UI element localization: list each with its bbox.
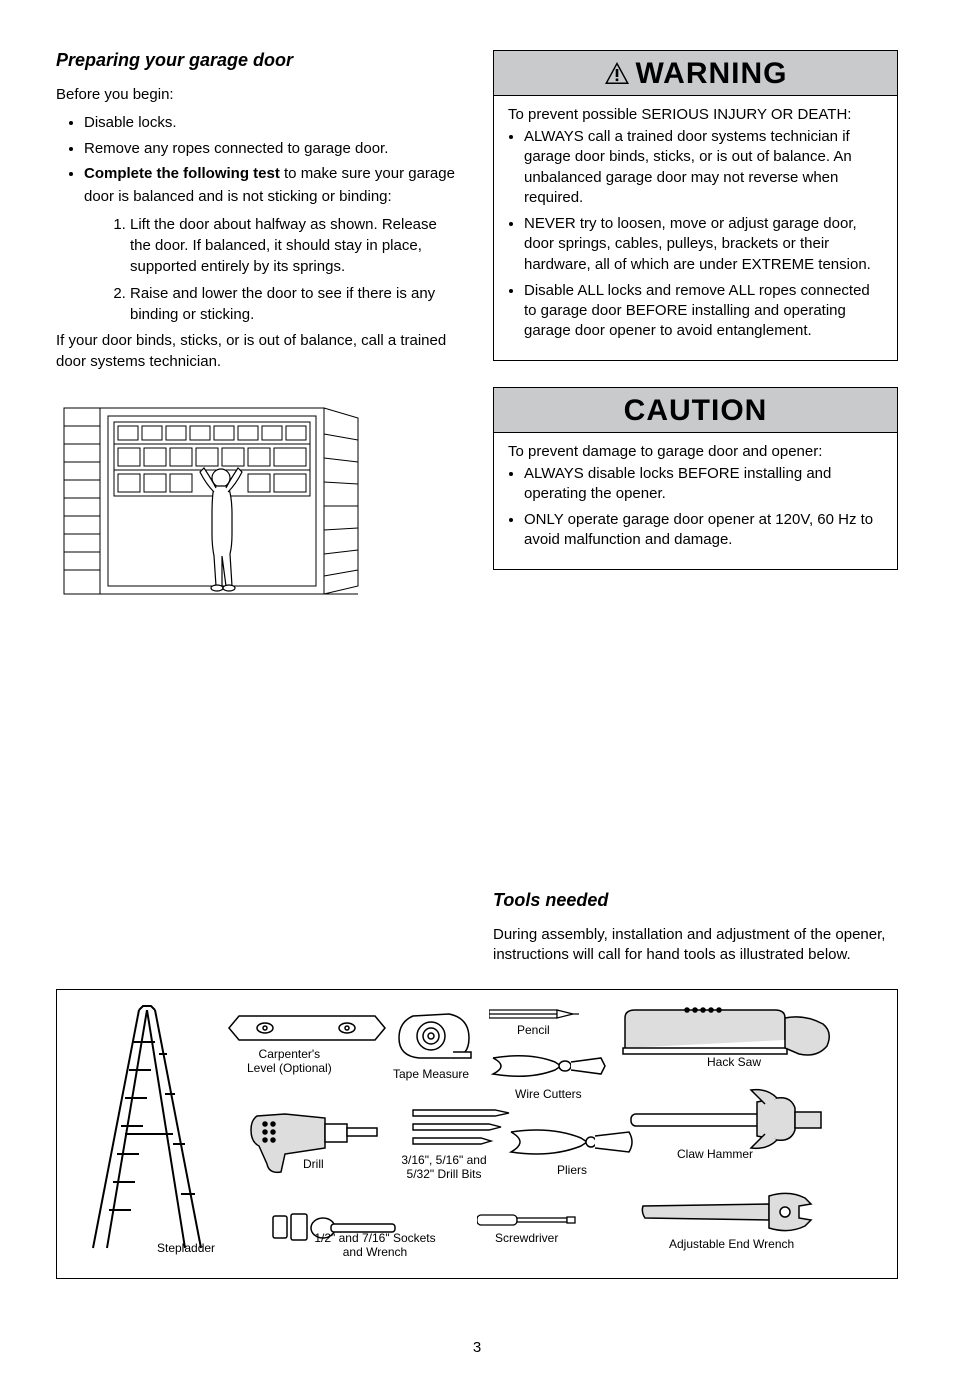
warning-item-1: ALWAYS call a trained door systems techn… — [524, 127, 883, 208]
drill-label: Drill — [303, 1158, 324, 1172]
warning-lead: To prevent possible SERIOUS INJURY OR DE… — [508, 106, 883, 123]
tools-heading: Tools needed — [493, 890, 898, 911]
tape-label: Tape Measure — [393, 1068, 469, 1082]
tools-intro-text: During assembly, installation and adjust… — [493, 925, 898, 966]
drill-bits-icon — [409, 1100, 519, 1150]
prep-bullets: Disable locks. Remove any ropes connecte… — [56, 111, 461, 325]
caution-item-1: ALWAYS disable locks BEFORE installing a… — [524, 464, 883, 505]
bullet-test: Complete the following test to make sure… — [84, 162, 461, 326]
sockets-label: 1/2" and 7/16" Sockets and Wrench — [305, 1232, 445, 1260]
right-column: WARNING To prevent possible SERIOUS INJU… — [493, 50, 898, 971]
left-column: Preparing your garage door Before you be… — [56, 50, 461, 971]
caution-lead: To prevent damage to garage door and ope… — [508, 443, 883, 460]
caution-title: CAUTION — [624, 394, 768, 427]
bullet-remove-ropes: Remove any ropes connected to garage doo… — [84, 137, 461, 160]
pencil-icon — [489, 1006, 579, 1022]
bullet-test-bold: Complete the following test — [84, 165, 280, 182]
step-lift: Lift the door about halfway as shown. Re… — [130, 214, 461, 277]
caution-list: ALWAYS disable locks BEFORE installing a… — [508, 464, 883, 551]
level-icon — [227, 1008, 387, 1048]
adjwrench-label: Adjustable End Wrench — [669, 1238, 794, 1252]
page: Preparing your garage door Before you be… — [0, 0, 954, 1396]
adj-wrench-icon — [639, 1186, 829, 1236]
warning-header: WARNING — [494, 51, 897, 96]
screwdriver-icon — [477, 1212, 577, 1228]
tools-illustration-box: Stepladder Carpenter's Level (Optional) … — [56, 989, 898, 1279]
prep-heading: Preparing your garage door — [56, 50, 461, 71]
before-text: Before you begin: — [56, 85, 461, 105]
stepladder-icon — [85, 1004, 215, 1254]
test-steps: Lift the door about halfway as shown. Re… — [84, 214, 461, 325]
pencil-label: Pencil — [517, 1024, 550, 1038]
level-label: Carpenter's Level (Optional) — [247, 1048, 332, 1076]
warning-triangle-icon — [604, 61, 630, 90]
tools-intro-block: Tools needed During assembly, installati… — [493, 890, 898, 966]
warning-item-2: NEVER try to loosen, move or adjust gara… — [524, 214, 883, 275]
after-text: If your door binds, sticks, or is out of… — [56, 331, 461, 372]
hammer-icon — [627, 1084, 827, 1154]
caution-body: To prevent damage to garage door and ope… — [494, 433, 897, 569]
caution-item-2: ONLY operate garage door opener at 120V,… — [524, 510, 883, 551]
pliers-label: Pliers — [557, 1164, 587, 1178]
tape-measure-icon — [395, 1008, 475, 1064]
step-raise-lower: Raise and lower the door to see if there… — [130, 283, 461, 325]
garage-illustration — [56, 396, 366, 616]
warning-item-3: Disable ALL locks and remove ALL ropes c… — [524, 281, 883, 342]
warning-body: To prevent possible SERIOUS INJURY OR DE… — [494, 96, 897, 360]
warning-box: WARNING To prevent possible SERIOUS INJU… — [493, 50, 898, 361]
cutters-label: Wire Cutters — [515, 1088, 582, 1102]
bits-label: 3/16", 5/16" and 5/32" Drill Bits — [389, 1154, 499, 1182]
caution-box: CAUTION To prevent damage to garage door… — [493, 387, 898, 570]
warning-list: ALWAYS call a trained door systems techn… — [508, 127, 883, 342]
warning-title: WARNING — [636, 57, 788, 90]
hacksaw-label: Hack Saw — [707, 1056, 761, 1070]
two-column-layout: Preparing your garage door Before you be… — [56, 50, 898, 971]
hammer-label: Claw Hammer — [677, 1148, 753, 1162]
pliers-icon — [507, 1122, 637, 1162]
caution-header: CAUTION — [494, 388, 897, 433]
bullet-disable-locks: Disable locks. — [84, 111, 461, 134]
page-number: 3 — [56, 1339, 898, 1356]
screwdriver-label: Screwdriver — [495, 1232, 558, 1246]
stepladder-label: Stepladder — [157, 1242, 215, 1256]
wire-cutters-icon — [489, 1046, 609, 1086]
